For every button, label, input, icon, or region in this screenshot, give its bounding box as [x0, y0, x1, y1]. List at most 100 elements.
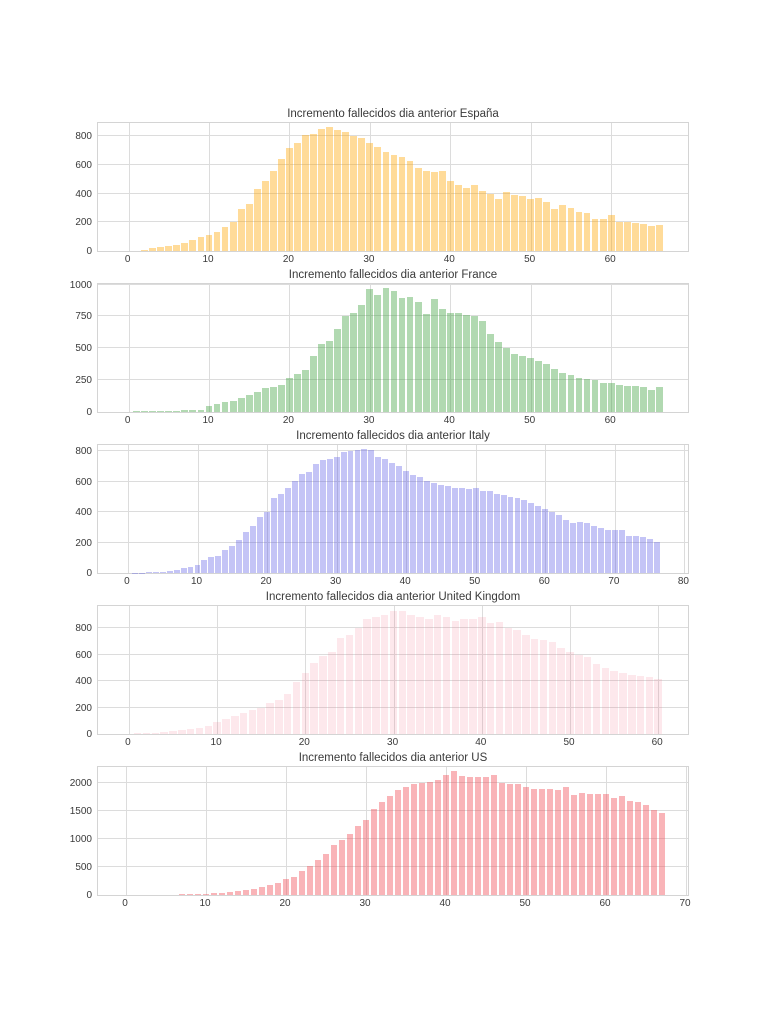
histogram-bar	[646, 538, 653, 573]
histogram-bar	[519, 196, 527, 251]
y-gridline	[98, 541, 688, 543]
histogram-bar	[298, 473, 305, 573]
y-tick-label: 0	[86, 568, 92, 579]
histogram-bar	[159, 571, 166, 573]
histogram-bar	[601, 668, 610, 734]
histogram-bar	[487, 333, 494, 412]
x-gridline	[606, 767, 607, 895]
histogram-bar	[180, 568, 187, 573]
histogram-bar	[424, 481, 430, 573]
chart-3: Incremento fallecidos dia anterior Unite…	[0, 589, 768, 750]
histogram-bar	[479, 490, 486, 573]
y-gridline	[98, 379, 688, 381]
y-tick-label: 200	[75, 702, 92, 714]
histogram-bar	[358, 304, 366, 412]
histogram-bar	[575, 654, 583, 734]
histogram-bar	[277, 159, 285, 251]
histogram-bar	[197, 410, 205, 412]
histogram-bar	[490, 775, 498, 895]
histogram-bar	[602, 793, 610, 895]
histogram-bar	[410, 475, 417, 573]
x-tick-label: 30	[359, 898, 371, 909]
y-tick-label: 200	[75, 217, 92, 229]
x-tick-label: 20	[298, 737, 310, 748]
histogram-bar	[474, 776, 482, 895]
histogram-bar	[310, 133, 317, 251]
y-tick-label: 200	[75, 537, 92, 549]
histogram-bar	[451, 487, 458, 573]
histogram-bar	[554, 789, 562, 895]
histogram-bar	[575, 377, 583, 412]
histogram-bar	[403, 470, 410, 573]
histogram-bar	[511, 354, 519, 412]
histogram-bar	[610, 670, 618, 734]
histogram-bar	[286, 148, 293, 251]
x-tick-label: 60	[599, 898, 611, 909]
histogram-bar	[358, 137, 366, 251]
histogram-bar	[430, 298, 438, 412]
chart-title: Incremento fallecidos dia anterior Españ…	[287, 108, 499, 120]
x-gridline	[336, 445, 338, 573]
histogram-bar	[362, 820, 370, 895]
x-gridline	[481, 606, 483, 734]
histogram-bar	[658, 813, 666, 895]
histogram-bar	[165, 245, 173, 251]
histogram-bar	[310, 662, 318, 734]
y-tick-label: 800	[75, 623, 92, 635]
histogram-bar	[334, 129, 342, 251]
chart-title: Incremento fallecidos dia anterior US	[298, 752, 488, 764]
histogram-bar	[257, 707, 265, 734]
histogram-bar	[527, 198, 535, 251]
histogram-bar	[591, 525, 597, 573]
histogram-bar	[305, 472, 312, 573]
x-gridline	[305, 606, 307, 734]
histogram-bar	[575, 211, 583, 251]
histogram-bar	[528, 502, 535, 573]
histogram-bar	[294, 143, 301, 251]
x-tick-label: 30	[387, 737, 399, 748]
histogram-bar	[438, 484, 444, 573]
x-gridline	[406, 445, 408, 573]
histogram-bar	[538, 788, 546, 895]
x-gridline	[570, 606, 571, 734]
y-tick-label: 600	[75, 476, 92, 488]
histogram-bar	[598, 528, 604, 573]
histogram-bar	[530, 638, 539, 734]
histogram-bar	[333, 457, 340, 573]
x-tick-label: 70	[608, 576, 620, 587]
histogram-bar	[261, 388, 269, 412]
histogram-bar	[535, 197, 543, 251]
y-gridline	[98, 511, 688, 512]
histogram-bar	[354, 450, 361, 573]
histogram-bar	[466, 777, 474, 895]
histogram-bar	[237, 209, 245, 251]
histogram-bar	[181, 410, 189, 412]
y-tick-label: 0	[86, 246, 92, 257]
x-tick-label: 40	[475, 737, 487, 748]
x-tick-label: 0	[124, 415, 131, 426]
y-tick-label: 400	[75, 676, 92, 688]
y-tick-label: 1000	[69, 834, 92, 845]
x-tick-label: 60	[538, 576, 550, 587]
histogram-bar	[269, 386, 277, 412]
histogram-bar	[592, 664, 601, 734]
x-gridline	[197, 445, 199, 573]
histogram-bar	[169, 730, 177, 734]
y-tick-label: 2000	[69, 777, 92, 789]
histogram-bar	[215, 556, 222, 573]
histogram-bar	[458, 776, 466, 895]
histogram-bar	[434, 779, 442, 895]
histogram-bar	[458, 487, 465, 573]
histogram-bar	[354, 825, 362, 895]
histogram-bar	[141, 411, 149, 412]
histogram-bar	[543, 364, 551, 412]
histogram-bar	[178, 894, 186, 895]
histogram-bar	[446, 180, 454, 251]
histogram-bar	[623, 222, 631, 251]
histogram-bar	[245, 203, 253, 251]
histogram-bar	[242, 889, 250, 895]
histogram-bar	[181, 243, 189, 251]
histogram-bar	[231, 715, 239, 734]
y-gridline	[98, 781, 688, 783]
histogram-bar	[594, 794, 602, 895]
